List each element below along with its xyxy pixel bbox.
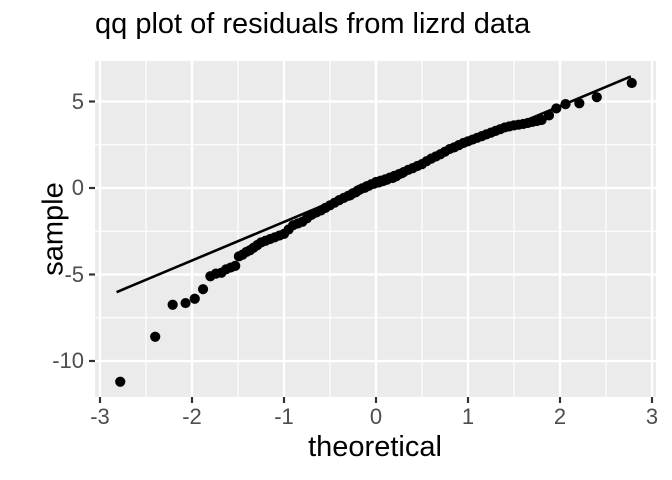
qq-point — [560, 98, 571, 110]
y-axis-title: sample — [37, 182, 70, 276]
y-tick-label: -10 — [52, 348, 84, 373]
y-tick-label: 5 — [71, 88, 84, 114]
x-tick-label: -3 — [90, 404, 110, 429]
qq-point — [167, 299, 178, 310]
qq-point — [591, 92, 602, 103]
qq-point — [180, 297, 191, 309]
x-tick-label: 1 — [461, 404, 475, 429]
x-tick-label: 0 — [369, 404, 383, 429]
plot-title: qq plot of residuals from lizrd data — [95, 8, 531, 40]
x-tick-label: 2 — [553, 404, 567, 429]
qq-point — [197, 284, 209, 295]
y-tick-label: 0 — [71, 175, 84, 200]
qq-point — [626, 77, 637, 89]
x-tick-label: 3 — [645, 404, 659, 429]
qq-point — [230, 260, 241, 271]
qq-point — [396, 168, 407, 179]
qq-point — [536, 114, 547, 126]
qq-point — [543, 110, 555, 121]
y-tick-label: -5 — [64, 261, 84, 287]
qq-point — [574, 98, 585, 109]
x-tick-label: -2 — [182, 404, 202, 429]
qq-point — [150, 331, 161, 342]
qq-point — [189, 293, 200, 304]
x-tick-label: -1 — [274, 404, 294, 429]
qq-point — [551, 103, 562, 114]
x-axis-title: theoretical — [308, 431, 442, 463]
qq-point — [115, 376, 126, 387]
